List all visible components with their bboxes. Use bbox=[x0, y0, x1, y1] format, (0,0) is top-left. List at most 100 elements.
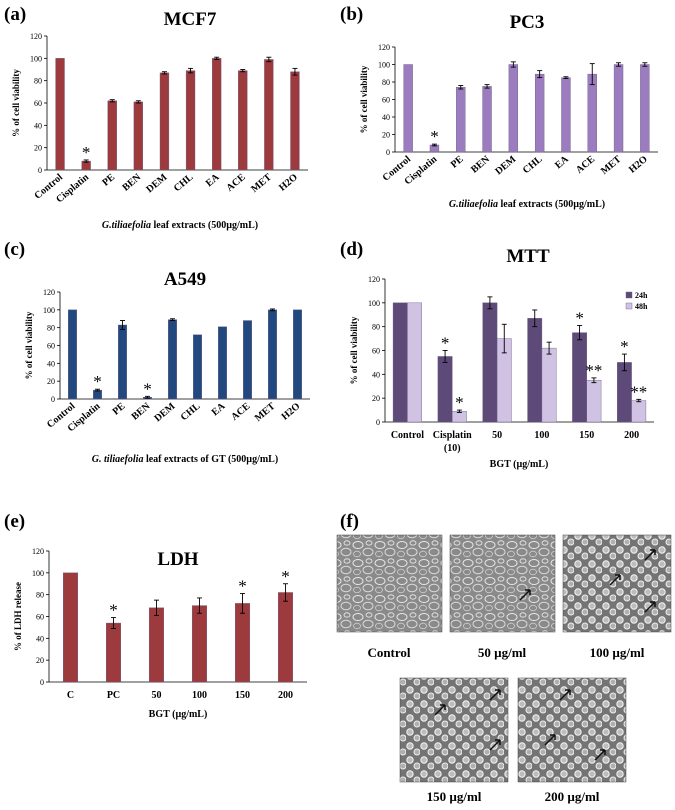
category-label: DEM bbox=[144, 172, 169, 196]
y-tick-label: 120 bbox=[43, 288, 55, 297]
significance-marker: * bbox=[430, 127, 439, 146]
y-tick-label: 20 bbox=[47, 377, 55, 386]
category-label: H2O bbox=[280, 401, 303, 423]
micrograph-150: 150 µg/ml bbox=[399, 677, 509, 804]
category-label-part: 100 bbox=[534, 430, 549, 441]
category-label: PE bbox=[100, 172, 117, 189]
bar bbox=[243, 320, 252, 400]
y-tick-label: 20 bbox=[382, 131, 390, 140]
y-axis-label: % of cell viability bbox=[349, 316, 359, 384]
significance-marker: * bbox=[109, 601, 118, 620]
panel-label-b: (b) bbox=[340, 4, 363, 25]
caption-100: 100 µg/ml bbox=[590, 645, 645, 660]
x-axis-label: G. tiliaefolia leaf extracts of GT (500µ… bbox=[92, 454, 278, 465]
y-tick-label: 20 bbox=[34, 144, 42, 153]
bar-24h bbox=[392, 302, 408, 423]
y-tick-label: 80 bbox=[382, 78, 390, 87]
significance-marker: * bbox=[82, 143, 91, 162]
category-label: 200 bbox=[278, 690, 293, 701]
category-label-part: PC bbox=[107, 690, 120, 701]
y-tick-label: 80 bbox=[47, 324, 55, 333]
significance-marker: * bbox=[238, 577, 247, 596]
arrow-icon bbox=[609, 549, 656, 613]
y-tick-label: 100 bbox=[378, 61, 390, 70]
panel-label-a: (a) bbox=[4, 4, 26, 25]
chart-title: PC3 bbox=[510, 12, 545, 33]
category-label: 200 bbox=[624, 430, 639, 441]
category-label-part: 50 bbox=[492, 430, 502, 441]
bar bbox=[148, 607, 165, 683]
category-label: DEM bbox=[493, 154, 518, 178]
category-label-part: 200 bbox=[624, 430, 639, 441]
category-label: ACE bbox=[224, 172, 247, 194]
chart-a549: A549 0 20 40 60 80 100 120 % of cell viability G.… bbox=[24, 269, 310, 465]
category-label-part: 150 bbox=[235, 690, 250, 701]
category-label-part: Cisplatin bbox=[433, 430, 472, 441]
category-label: PE bbox=[111, 401, 128, 418]
y-tick-label: 0 bbox=[376, 418, 380, 427]
category-label: Cisplatin (10) bbox=[433, 430, 472, 454]
category-label: MET bbox=[253, 401, 278, 424]
chart-title: A549 bbox=[164, 269, 206, 290]
category-label-part: 100 bbox=[192, 690, 207, 701]
x-axis-label: G.tiliaefolia leaf extracts (500µg/mL) bbox=[102, 220, 258, 231]
y-tick-label: 20 bbox=[372, 394, 380, 403]
significance-marker: * bbox=[620, 337, 629, 356]
y-tick-label: 40 bbox=[372, 370, 380, 379]
chart-title: LDH bbox=[157, 549, 198, 570]
caption-200: 200 µg/ml bbox=[545, 789, 600, 804]
y-tick-label: 80 bbox=[372, 323, 380, 332]
y-tick-label: 60 bbox=[34, 99, 42, 108]
bar bbox=[587, 73, 597, 153]
y-tick-label: 120 bbox=[378, 43, 390, 52]
x-axis-label-italic: G. tiliaefolia bbox=[92, 454, 144, 465]
y-tick-label: 100 bbox=[368, 299, 380, 308]
category-label: CHL bbox=[172, 172, 196, 195]
bar bbox=[218, 326, 227, 400]
bar bbox=[268, 309, 277, 400]
category-label: BEN bbox=[130, 400, 153, 422]
bar bbox=[264, 59, 274, 171]
category-label: CHL bbox=[179, 401, 203, 424]
bar bbox=[613, 64, 624, 153]
significance-marker: ** bbox=[630, 382, 647, 401]
y-tick-label: 0 bbox=[386, 148, 390, 157]
bar bbox=[193, 334, 202, 400]
legend-swatch bbox=[625, 302, 633, 310]
bar bbox=[212, 58, 222, 171]
category-label: PC bbox=[107, 690, 120, 701]
y-tick-label: 0 bbox=[38, 166, 42, 175]
category-label: BEN bbox=[120, 171, 143, 193]
caption-control: Control bbox=[367, 645, 410, 660]
x-axis-label: BGT (µg/mL) bbox=[490, 459, 549, 470]
category-label: EA bbox=[204, 171, 222, 189]
micrograph-grid: Control 50 µg/ml 100 µg/ml 150 µg/ml 200… bbox=[336, 534, 672, 804]
bar bbox=[68, 309, 77, 400]
micrograph-50: 50 µg/ml bbox=[449, 534, 556, 660]
chart-pc3: PC3 0 20 40 60 80 100 120 % of cell viability G.t… bbox=[359, 12, 658, 210]
y-axis-label: % of LDH release bbox=[13, 582, 23, 651]
category-label: ACE bbox=[229, 401, 252, 423]
y-tick-label: 40 bbox=[382, 113, 390, 122]
y-tick-label: 100 bbox=[43, 306, 55, 315]
arrow-icon bbox=[544, 689, 606, 761]
category-label-part: Control bbox=[391, 430, 424, 441]
bar bbox=[290, 71, 300, 171]
bar bbox=[482, 86, 492, 153]
panel-label-d: (d) bbox=[340, 239, 363, 260]
x-axis-label-rest: leaf extracts (500µg/mL) bbox=[151, 220, 258, 231]
caption-150: 150 µg/ml bbox=[427, 789, 482, 804]
y-tick-label: 20 bbox=[36, 656, 44, 665]
chart-ldh: LDH 0 20 40 60 80 100 120 % of LDH release BGT (µ… bbox=[13, 547, 307, 720]
bar bbox=[293, 309, 302, 400]
micrograph-control: Control bbox=[336, 534, 443, 660]
bar-24h bbox=[482, 302, 498, 423]
significance-marker: * bbox=[455, 393, 464, 412]
x-axis-label-italic: G.tiliaefolia bbox=[102, 220, 151, 231]
significance-marker: * bbox=[143, 379, 152, 398]
category-label: BEN bbox=[469, 153, 492, 175]
y-tick-label: 0 bbox=[40, 678, 44, 687]
category-label: ACE bbox=[574, 154, 597, 176]
category-label: 100 bbox=[192, 690, 207, 701]
y-tick-label: 100 bbox=[32, 569, 44, 578]
